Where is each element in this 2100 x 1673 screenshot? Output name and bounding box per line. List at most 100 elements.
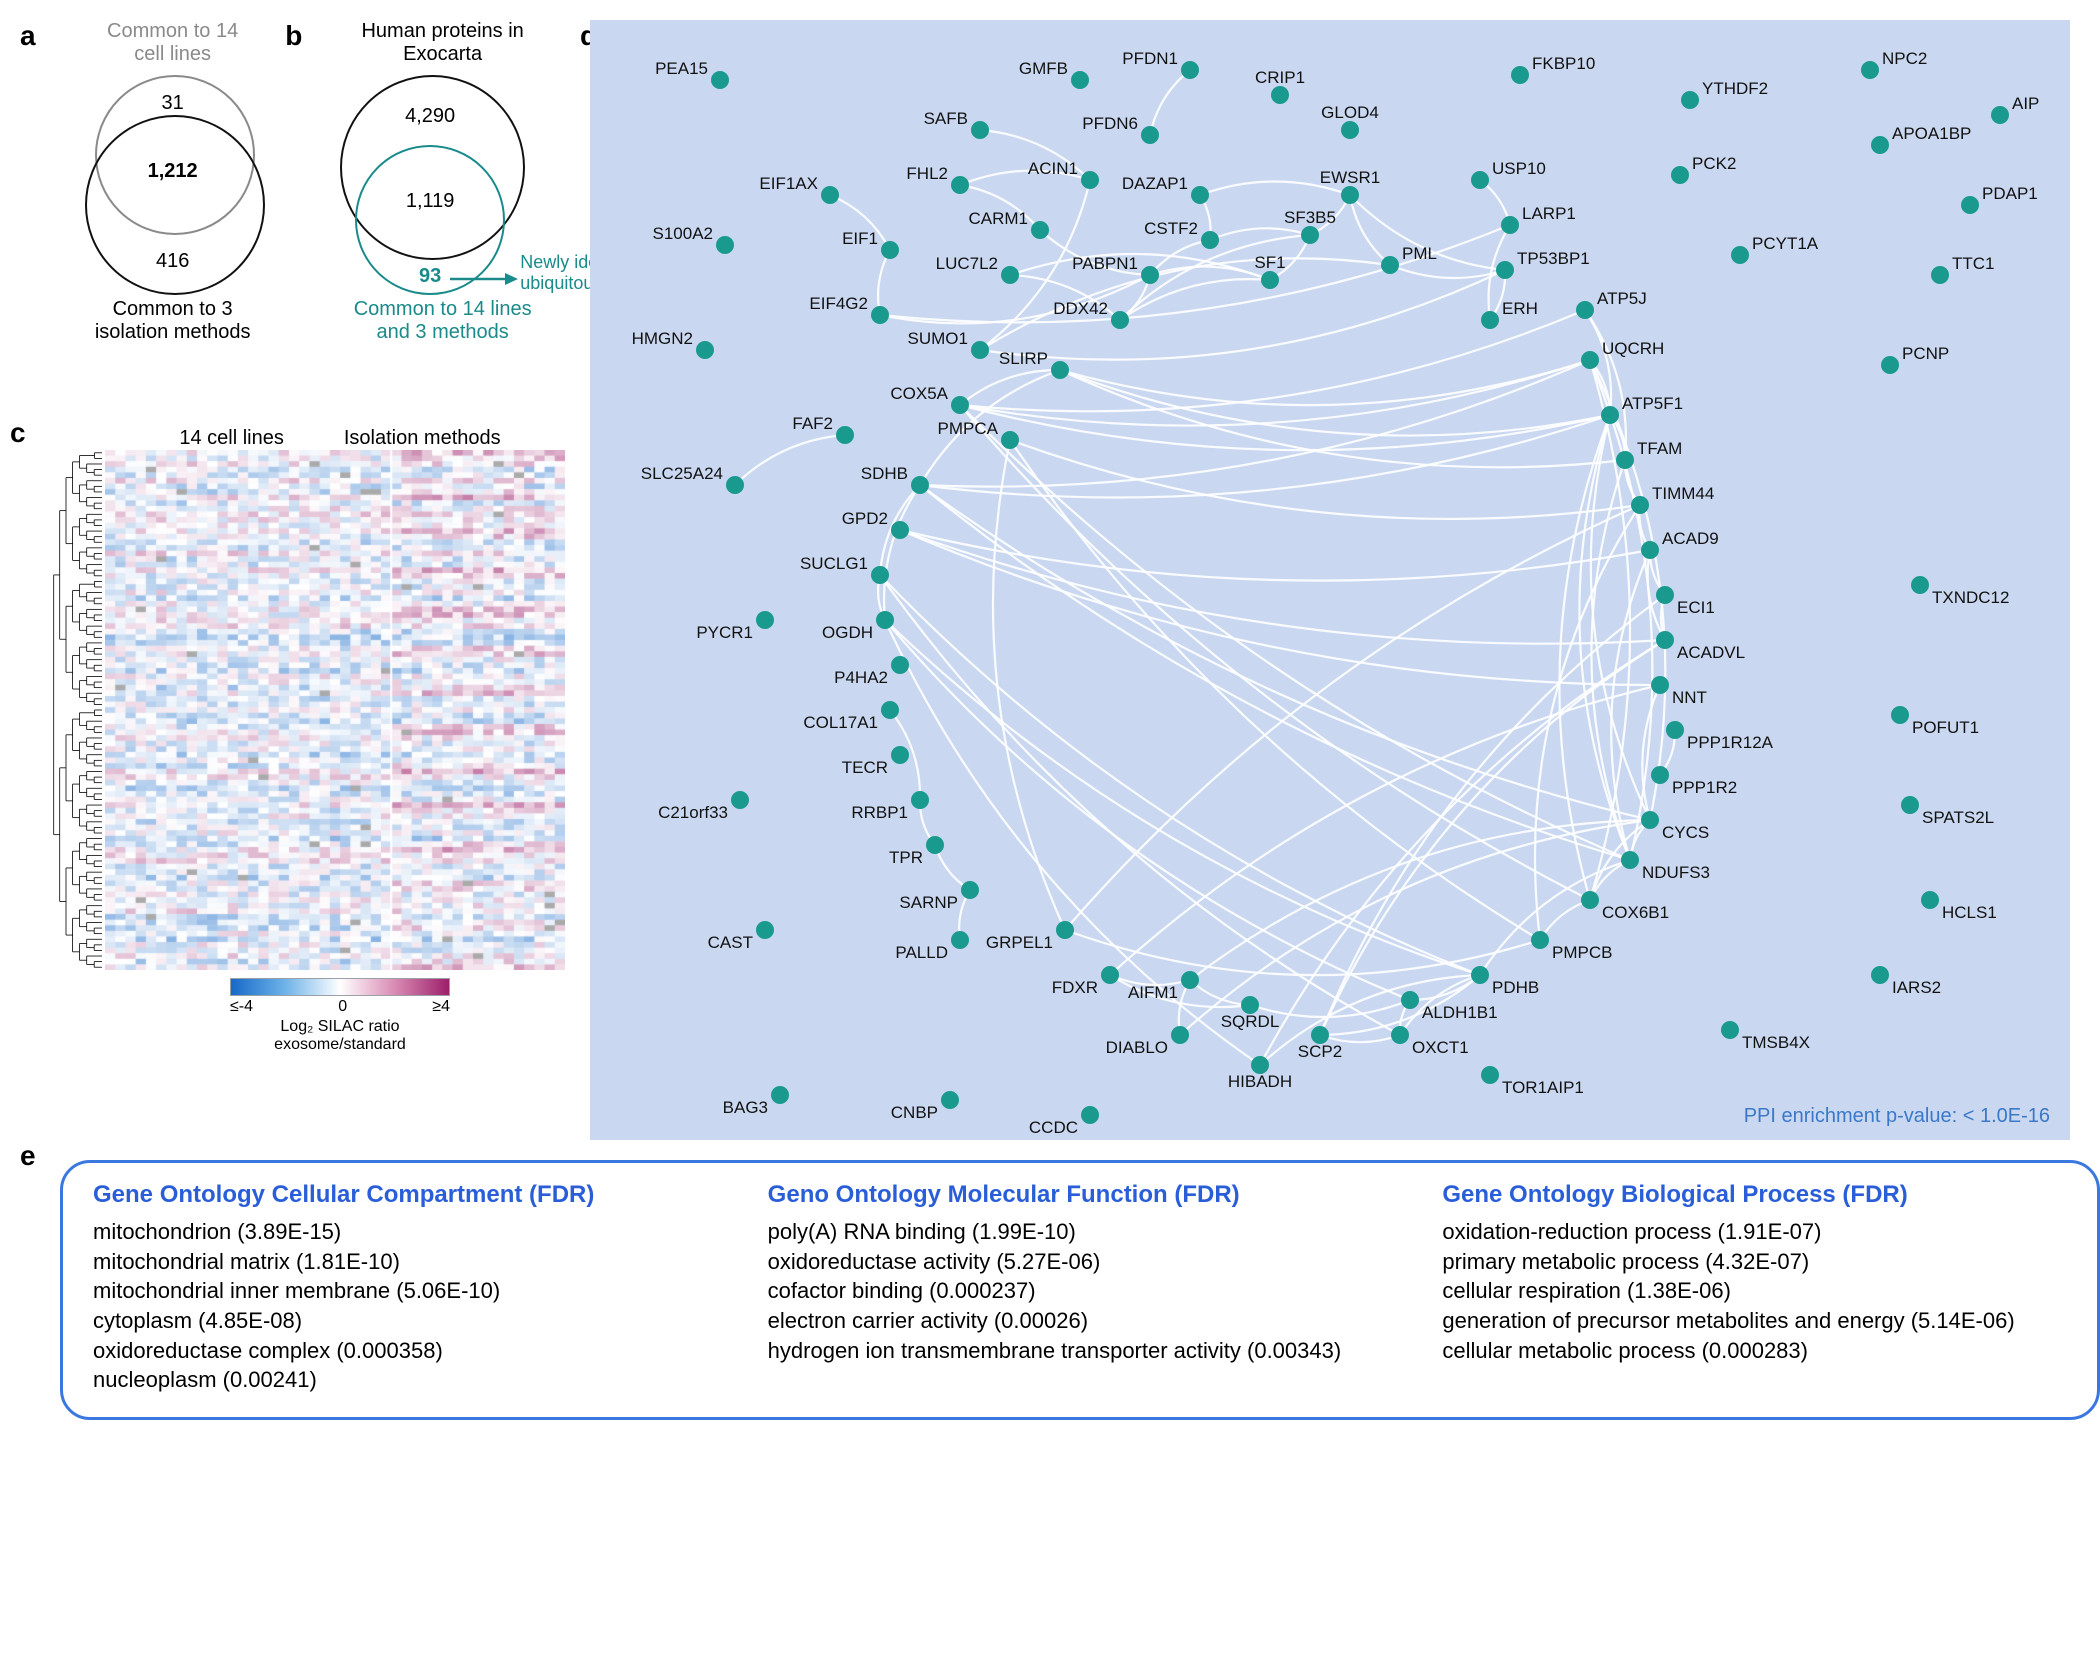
panel-c-label: c (10, 417, 26, 449)
colorbar-max: ≥4 (432, 998, 450, 1016)
network-node (1891, 706, 1909, 724)
network-node (871, 566, 889, 584)
network-node (756, 611, 774, 629)
network-node-label: GPD2 (842, 509, 888, 528)
network-node (1111, 311, 1129, 329)
venn-a-top-only: 31 (50, 92, 295, 115)
network-node-label: SLIRP (999, 349, 1048, 368)
network-node-label: POFUT1 (1912, 718, 1979, 737)
network-node-label: NPC2 (1882, 49, 1927, 68)
venn-b-intersection: 1,119 (305, 190, 555, 213)
network-node-label: NNT (1672, 688, 1707, 707)
dendrogram (50, 450, 105, 970)
network-node (1181, 971, 1199, 989)
network-node-label: PMPCA (938, 419, 999, 438)
network-node-label: DIABLO (1106, 1038, 1168, 1057)
go-cc-item: oxidoreductase complex (0.000358) (93, 1336, 718, 1366)
network-node (1666, 721, 1684, 739)
network-node (1081, 171, 1099, 189)
network-node (1656, 586, 1674, 604)
network-node-label: EIF4G2 (809, 294, 868, 313)
network-node (756, 921, 774, 939)
network-node-label: SQRDL (1221, 1012, 1280, 1031)
network-node-label: NDUFS3 (1642, 863, 1710, 882)
network-node (731, 791, 749, 809)
network-node-label: TOR1AIP1 (1502, 1078, 1584, 1097)
venn-b-top-only: 4,290 (305, 105, 555, 128)
ppi-enrichment-text: PPI enrichment p-value: < 1.0E-16 (1744, 1105, 2050, 1127)
network-node (1261, 271, 1279, 289)
network-node-label: C21orf33 (658, 803, 728, 822)
network-node (1881, 356, 1899, 374)
network-node-label: TXNDC12 (1932, 588, 2009, 607)
network-node-label: GRPEL1 (986, 933, 1053, 952)
network-node-label: COX5A (890, 384, 948, 403)
network-node (1496, 261, 1514, 279)
heatmap-canvas (105, 450, 565, 970)
network-node (711, 71, 729, 89)
network-node-label: CARM1 (968, 209, 1028, 228)
network-node (891, 746, 909, 764)
network-node (941, 1091, 959, 1109)
network-node (821, 186, 839, 204)
network-node-label: TTC1 (1952, 254, 1995, 273)
panel-ab: a Common to 14 cell lines 31 1,212 416 C… (20, 20, 580, 417)
go-mf-title: Geno Ontology Molecular Function (FDR) (768, 1181, 1393, 1209)
network-node-label: SF1 (1254, 253, 1285, 272)
network-node (871, 306, 889, 324)
network-node (1001, 266, 1019, 284)
network-node-label: AIFM1 (1128, 983, 1178, 1002)
network-node-label: SDHB (861, 464, 908, 483)
network-node (911, 791, 929, 809)
venn-a-top-text: Common to 14 cell lines (107, 20, 238, 65)
network-node-label: PDAP1 (1982, 184, 2038, 203)
network-node (971, 121, 989, 139)
network-node-label: PABPN1 (1072, 254, 1138, 273)
network-node-label: PML (1402, 244, 1437, 263)
network-node (1961, 196, 1979, 214)
network-node (1671, 166, 1689, 184)
heatmap-left-group: 14 cell lines (179, 427, 284, 450)
network-node (1621, 851, 1639, 869)
network-node (1056, 921, 1074, 939)
go-mf-item: hydrogen ion transmembrane transporter a… (768, 1336, 1393, 1366)
network-node-label: OXCT1 (1412, 1038, 1469, 1057)
network-node (1601, 406, 1619, 424)
go-bp-col: Gene Ontology Biological Process (FDR) o… (1442, 1181, 2067, 1395)
network-node (1641, 811, 1659, 829)
go-mf-item: poly(A) RNA binding (1.99E-10) (768, 1217, 1393, 1247)
network-node-label: TIMM44 (1652, 484, 1714, 503)
go-mf-item: oxidoreductase activity (5.27E-06) (768, 1247, 1393, 1277)
network-node (1031, 221, 1049, 239)
network-node-label: ALDH1B1 (1422, 1003, 1498, 1022)
network-node (1301, 226, 1319, 244)
go-cc-col: Gene Ontology Cellular Compartment (FDR)… (93, 1181, 718, 1395)
network-node-label: LUC7L2 (936, 254, 998, 273)
network-node-label: FAF2 (792, 414, 833, 433)
network-node (836, 426, 854, 444)
panel-b-label: b (285, 20, 302, 52)
network-svg: PEA15GMFBPFDN1CRIP1FKBP10YTHDF2NPC2AIPSA… (590, 20, 2070, 1140)
panel-e-label: e (20, 1140, 36, 1172)
network-node (1391, 1026, 1409, 1044)
network-node-label: S100A2 (653, 224, 714, 243)
go-cc-item: cytoplasm (4.85E-08) (93, 1306, 718, 1336)
network-node (1481, 311, 1499, 329)
network-node-label: EIF1 (842, 229, 878, 248)
network-node (1581, 351, 1599, 369)
network-node (1631, 496, 1649, 514)
go-cc-title: Gene Ontology Cellular Compartment (FDR) (93, 1181, 718, 1209)
network-node-label: IARS2 (1892, 978, 1941, 997)
network-node (1471, 171, 1489, 189)
venn-a-bottom-text: Common to 3 isolation methods (95, 298, 251, 343)
network-node (951, 396, 969, 414)
venn-a-bottom-only: 416 (50, 250, 295, 273)
network-node (971, 341, 989, 359)
network-node (881, 241, 899, 259)
network-node-label: SPATS2L (1922, 808, 1994, 827)
network-node-label: RRBP1 (851, 803, 908, 822)
network-node (1681, 91, 1699, 109)
network-node (1931, 266, 1949, 284)
network-node-label: GLOD4 (1321, 103, 1379, 122)
network-node-label: PFDN6 (1082, 114, 1138, 133)
